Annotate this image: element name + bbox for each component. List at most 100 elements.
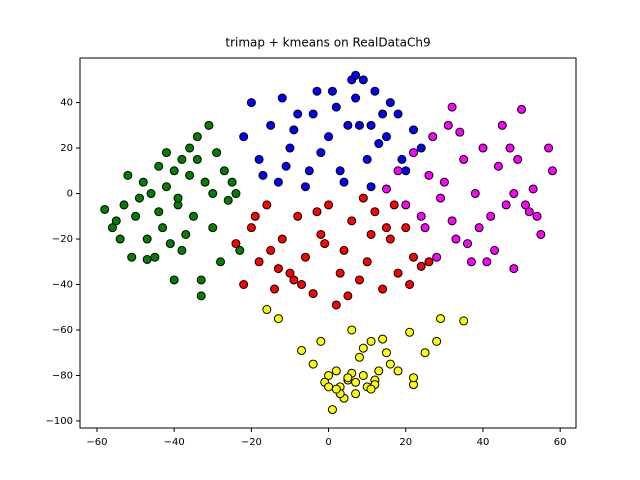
point — [289, 275, 299, 285]
point — [119, 200, 129, 210]
point — [335, 166, 345, 176]
point — [416, 143, 426, 153]
point — [131, 211, 141, 221]
point — [378, 334, 388, 344]
point — [134, 193, 144, 203]
point — [393, 109, 403, 119]
point — [463, 239, 473, 249]
y-tick-label: −100 — [46, 416, 73, 427]
point — [142, 234, 152, 244]
point — [358, 343, 368, 353]
point — [273, 314, 283, 324]
x-tick-label: 40 — [477, 437, 490, 448]
point — [381, 184, 391, 194]
point — [385, 359, 395, 369]
point — [524, 207, 534, 217]
point — [370, 86, 380, 96]
y-tick-label: −20 — [52, 234, 73, 245]
point — [366, 384, 376, 394]
point — [173, 193, 183, 203]
point — [324, 382, 334, 392]
point — [408, 148, 418, 158]
point — [158, 223, 168, 233]
point — [192, 132, 202, 142]
point — [378, 284, 388, 294]
x-tick-label: −20 — [241, 437, 262, 448]
point — [497, 120, 507, 130]
point — [432, 336, 442, 346]
point — [482, 257, 492, 267]
point — [339, 177, 349, 187]
point — [505, 143, 515, 153]
point — [447, 216, 457, 226]
point — [401, 223, 411, 233]
point — [227, 177, 237, 187]
point — [408, 125, 418, 135]
point — [177, 245, 187, 255]
point — [362, 154, 372, 164]
point — [528, 184, 538, 194]
point — [374, 366, 384, 376]
point — [273, 177, 283, 187]
point — [347, 325, 357, 335]
point — [138, 177, 148, 187]
point — [493, 161, 503, 171]
point — [154, 161, 164, 171]
point — [443, 120, 453, 130]
point — [424, 257, 434, 267]
point — [127, 252, 137, 262]
point — [331, 300, 341, 310]
point — [231, 189, 241, 199]
point — [381, 132, 391, 142]
point — [532, 211, 542, 221]
point — [358, 193, 368, 203]
point — [196, 275, 206, 285]
plot-frame — [79, 57, 577, 429]
point — [262, 305, 272, 315]
point — [339, 245, 349, 255]
point — [297, 280, 307, 290]
point — [246, 98, 256, 108]
point — [366, 182, 376, 192]
point — [231, 239, 241, 249]
point — [351, 377, 361, 387]
point — [509, 264, 519, 274]
point — [324, 200, 334, 210]
point — [169, 166, 179, 176]
point — [262, 200, 272, 210]
point — [366, 336, 376, 346]
point — [258, 170, 268, 180]
point — [289, 125, 299, 135]
point — [281, 161, 291, 171]
point — [266, 245, 276, 255]
point — [185, 143, 195, 153]
point — [300, 252, 310, 262]
point — [107, 223, 117, 233]
point — [100, 204, 110, 214]
point — [393, 268, 403, 278]
point — [447, 102, 457, 112]
point — [304, 166, 314, 176]
point — [408, 373, 418, 383]
point — [451, 234, 461, 244]
point — [378, 109, 388, 119]
point — [196, 291, 206, 301]
point — [285, 268, 295, 278]
point — [331, 366, 341, 376]
point — [316, 148, 326, 158]
point — [466, 257, 476, 267]
point — [459, 316, 469, 326]
point — [547, 166, 557, 176]
point — [428, 132, 438, 142]
point — [254, 257, 264, 267]
point — [200, 177, 210, 187]
point — [320, 239, 330, 249]
chart-title: trimap + kmeans on RealDataCh9 — [225, 36, 430, 50]
point — [192, 154, 202, 164]
point — [208, 223, 218, 233]
point — [188, 211, 198, 221]
x-tick-label: −60 — [86, 437, 107, 448]
y-tick-label: 40 — [60, 98, 73, 109]
point — [486, 211, 496, 221]
